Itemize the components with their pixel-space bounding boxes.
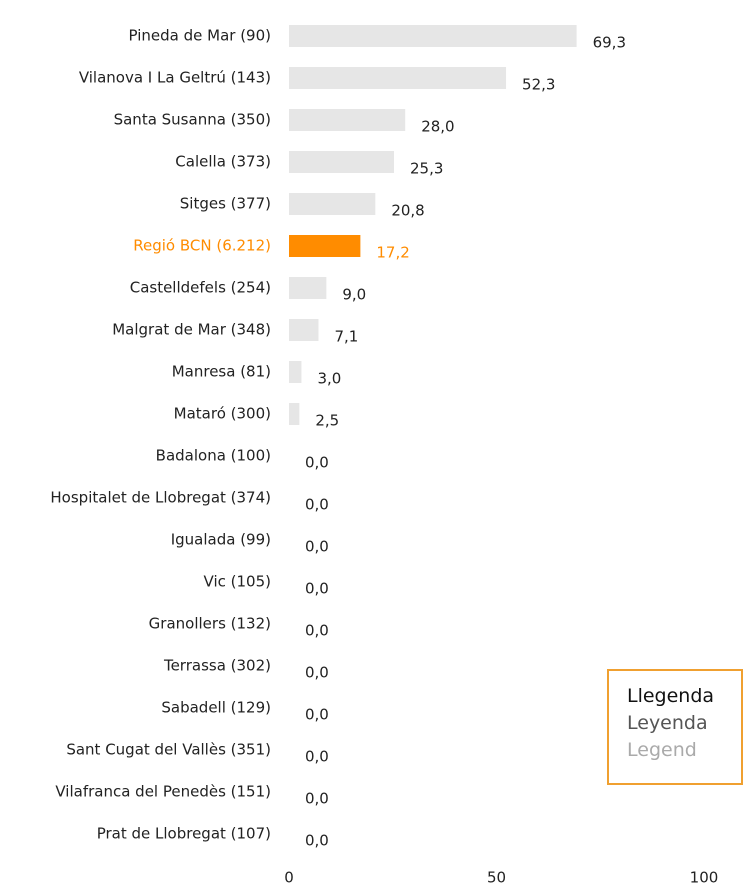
value-label: 0,0 — [305, 622, 329, 640]
y-tick-label: Hospitalet de Llobregat (374) — [50, 489, 271, 507]
y-tick-label: Pineda de Mar (90) — [129, 27, 271, 45]
bar — [289, 319, 319, 341]
value-label: 25,3 — [410, 160, 443, 178]
y-tick-label: Santa Susanna (350) — [114, 111, 271, 129]
value-label: 0,0 — [305, 538, 329, 556]
y-tick-label: Regió BCN (6.212) — [133, 237, 271, 255]
y-tick-label: Sitges (377) — [180, 195, 271, 213]
bar — [289, 67, 507, 89]
y-tick-label: Sabadell (129) — [161, 699, 271, 717]
y-tick-label: Sant Cugat del Vallès (351) — [66, 741, 271, 759]
bar — [289, 277, 327, 299]
value-label: 17,2 — [376, 244, 409, 262]
value-label: 0,0 — [305, 496, 329, 514]
legend-text: Legend — [627, 739, 697, 761]
value-label: 9,0 — [342, 286, 366, 304]
y-tick-label: Vic (105) — [204, 573, 271, 591]
value-label: 0,0 — [305, 580, 329, 598]
y-tick-label: Calella (373) — [175, 153, 271, 171]
y-tick-label: Castelldefels (254) — [130, 279, 271, 297]
bar — [289, 25, 577, 47]
x-tick-label: 100 — [690, 869, 719, 887]
x-tick-label: 50 — [487, 869, 506, 887]
legend-text: Llegenda — [627, 685, 715, 707]
bar — [289, 151, 394, 173]
value-label: 0,0 — [305, 706, 329, 724]
y-tick-label: Prat de Llobregat (107) — [97, 825, 271, 843]
bar — [289, 235, 361, 257]
value-label: 0,0 — [305, 664, 329, 682]
value-label: 52,3 — [522, 76, 555, 94]
y-tick-label: Granollers (132) — [149, 615, 271, 633]
bar — [289, 109, 406, 131]
value-label: 69,3 — [593, 34, 626, 52]
y-tick-label: Vilafranca del Penedès (151) — [55, 783, 271, 801]
value-label: 20,8 — [391, 202, 424, 220]
legend-box: Llegenda Leyenda Legend — [607, 669, 743, 785]
value-label: 2,5 — [315, 412, 339, 430]
legend-text: Leyenda — [627, 712, 708, 734]
y-tick-label: Badalona (100) — [156, 447, 271, 465]
y-tick-label: Vilanova I La Geltrú (143) — [79, 69, 271, 87]
y-tick-label: Manresa (81) — [172, 363, 271, 381]
y-tick-label: Terrassa (302) — [163, 657, 271, 675]
value-label: 7,1 — [334, 328, 358, 346]
value-label: 0,0 — [305, 748, 329, 766]
bar — [289, 403, 300, 425]
value-label: 0,0 — [305, 454, 329, 472]
value-label: 28,0 — [421, 118, 454, 136]
y-tick-label: Mataró (300) — [174, 405, 271, 423]
x-tick-label: 0 — [284, 869, 294, 887]
y-tick-label: Malgrat de Mar (348) — [112, 321, 271, 339]
value-label: 3,0 — [317, 370, 341, 388]
value-label: 0,0 — [305, 832, 329, 850]
bar — [289, 193, 376, 215]
bar — [289, 361, 302, 383]
y-tick-label: Igualada (99) — [171, 531, 271, 549]
value-label: 0,0 — [305, 790, 329, 808]
